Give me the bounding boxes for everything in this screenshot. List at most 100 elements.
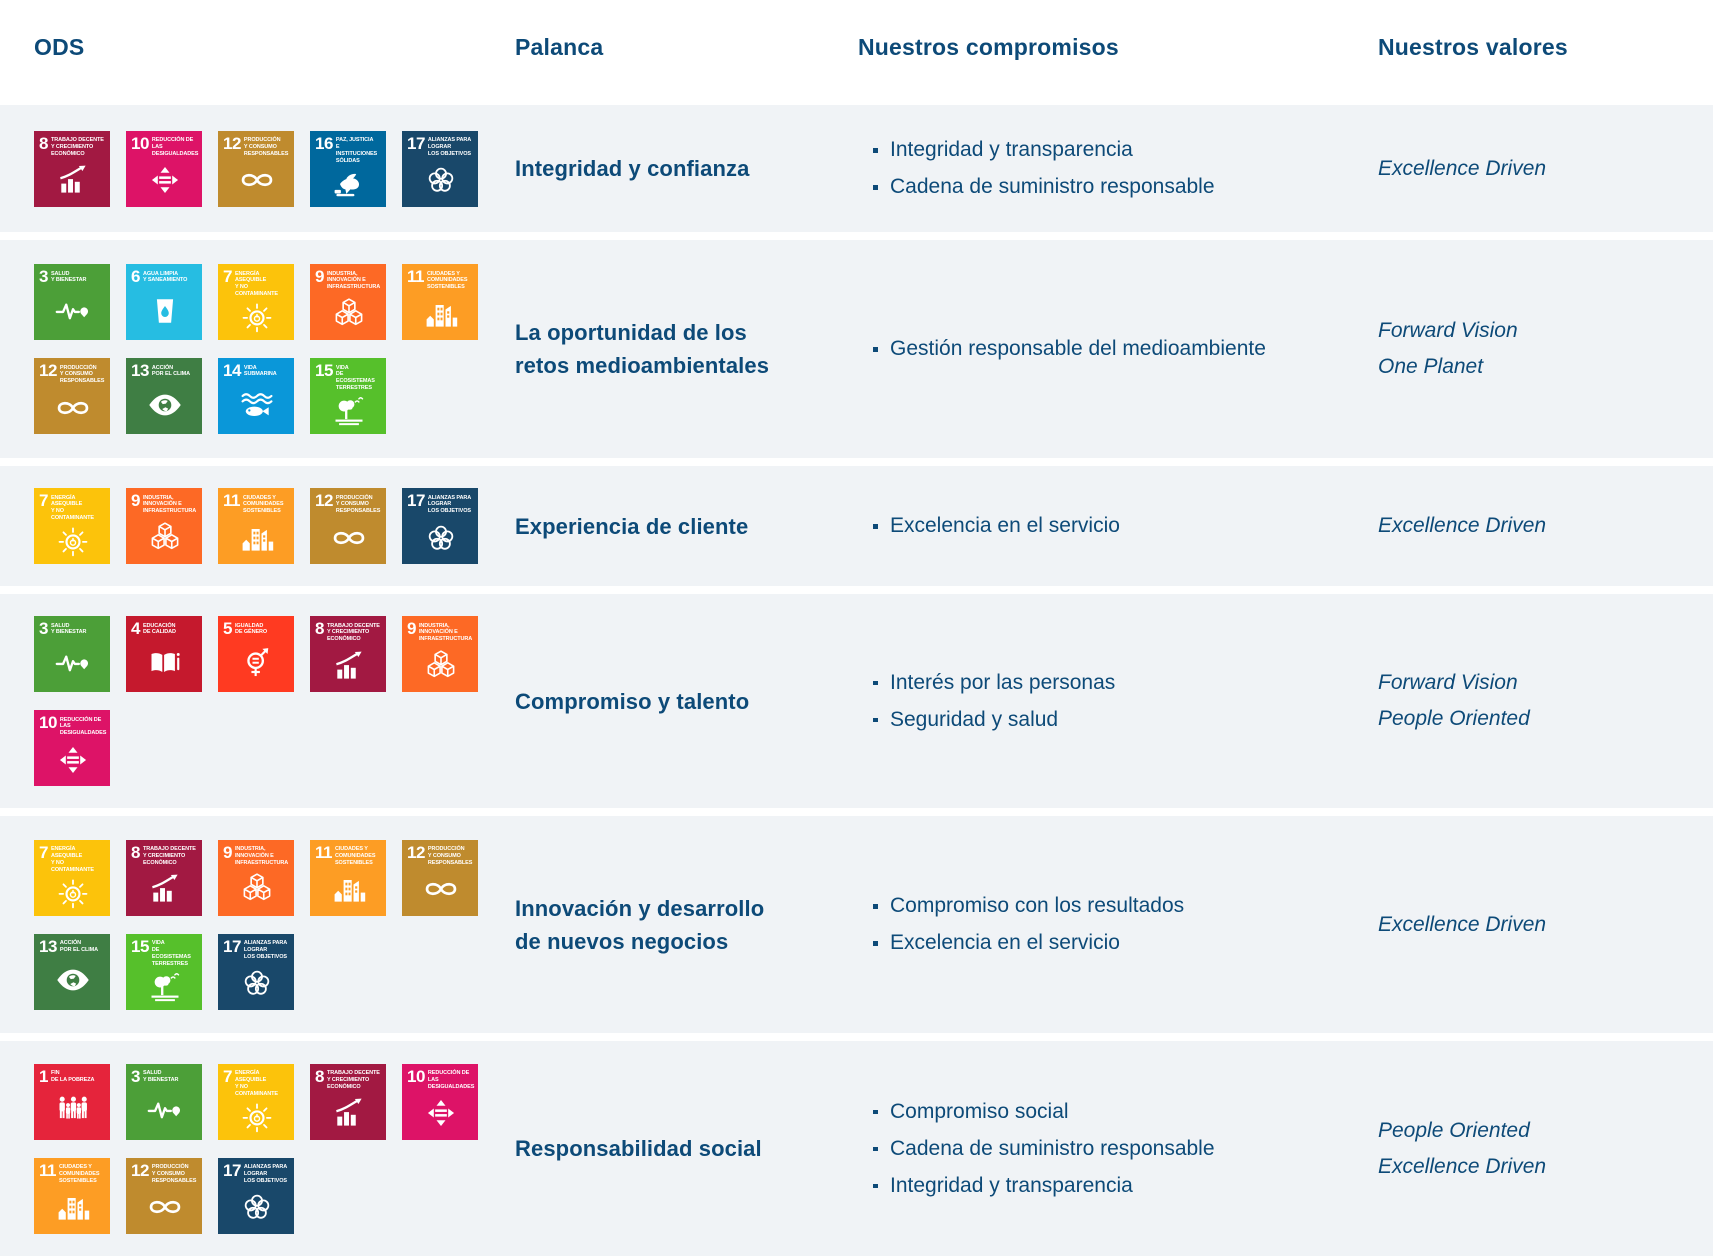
growth-chart-icon bbox=[131, 867, 198, 912]
sdg-tile-head: 5 IGUALDAD DE GÉNERO bbox=[223, 620, 290, 637]
sdg-label: PRODUCCIÓN Y CONSUMO RESPONSABLES bbox=[335, 494, 381, 515]
sdg-tile-8: 8 TRABAJO DECENTE Y CRECIMIENTO ECONÓMICO bbox=[310, 616, 386, 692]
heartbeat-icon bbox=[131, 1085, 198, 1136]
ods-cell: 3 SALUD Y BIENESTAR 4 EDUCACIÓN DE CALIDAD 5… bbox=[34, 616, 515, 786]
sdg-number: 10 bbox=[407, 1066, 425, 1086]
sdg-tile-12: 12 PRODUCCIÓN Y CONSUMO RESPONSABLES bbox=[126, 1157, 202, 1234]
compromiso-item: Compromiso social bbox=[873, 1098, 1378, 1126]
compromiso-item: Cadena de suministro responsable bbox=[873, 173, 1378, 201]
sdg-tile-9: 9 INDUSTRIA, INNOVACIÓN E INFRAESTRUCTURA bbox=[126, 488, 202, 564]
sdg-tile-6: 6 AGUA LIMPIA Y SANEAMIENTO bbox=[126, 264, 202, 340]
valor-item: Excellence Driven bbox=[1378, 514, 1547, 537]
linked-circles-icon bbox=[407, 515, 474, 560]
valores-list: Excellence Driven bbox=[1378, 155, 1713, 183]
table-row: 3 SALUD Y BIENESTAR 6 AGUA LIMPIA Y SANEAMI… bbox=[0, 240, 1713, 458]
sdg-label: INDUSTRIA, INNOVACIÓN E INFRAESTRUCTURA bbox=[234, 846, 289, 866]
sdg-tile-head: 3 SALUD Y BIENESTAR bbox=[39, 268, 106, 285]
sdg-number: 12 bbox=[223, 133, 241, 153]
sdg-tile-head: 11 CIUDADES Y COMUNIDADES SOSTENIBLES bbox=[223, 492, 290, 515]
ods-cell: 7 ENERGÍA ASEQUIBLE Y NO CONTAMINANTE 8 TRA… bbox=[34, 839, 515, 1010]
sdg-tile-head: 7 ENERGÍA ASEQUIBLE Y NO CONTAMINANTE bbox=[39, 492, 106, 522]
sdg-number: 11 bbox=[39, 1160, 56, 1180]
col-header-valores: Nuestros valores bbox=[1378, 34, 1568, 60]
sdg-label: REDUCCIÓN DE LAS DESIGUALDADES bbox=[59, 716, 107, 737]
sdg-tile-7: 7 ENERGÍA ASEQUIBLE Y NO CONTAMINANTE bbox=[218, 264, 294, 340]
sdg-tile-head: 3 SALUD Y BIENESTAR bbox=[39, 620, 106, 637]
sdg-label: INDUSTRIA, INNOVACIÓN E INFRAESTRUCTURA bbox=[326, 270, 381, 291]
sdg-tile-head: 12 PRODUCCIÓN Y CONSUMO RESPONSABLES bbox=[223, 133, 290, 158]
sdg-label: ACCIÓN POR EL CLIMA bbox=[59, 940, 99, 953]
sdg-tile-5: 5 IGUALDAD DE GÉNERO bbox=[218, 616, 294, 692]
sdg-tile-head: 8 TRABAJO DECENTE Y CRECIMIENTO ECONÓMICO bbox=[315, 619, 382, 643]
sdg-number: 15 bbox=[131, 936, 149, 956]
sun-energy-icon bbox=[223, 1098, 290, 1136]
sdg-tile-8: 8 TRABAJO DECENTE Y CRECIMIENTO ECONÓMICO bbox=[126, 839, 202, 916]
sdg-label: ENERGÍA ASEQUIBLE Y NO CONTAMINANTE bbox=[234, 270, 278, 298]
col-header-ods: ODS bbox=[34, 34, 85, 60]
open-book-icon bbox=[131, 637, 198, 688]
sdg-icon-group: 1 FIN DE LA POBREZA 3 SALUD Y BIENESTAR 7 ENE… bbox=[34, 1063, 478, 1234]
sdg-tile-head: 10 REDUCCIÓN DE LAS DESIGUALDADES bbox=[39, 714, 107, 737]
valores-cell: People Oriented Excellence Driven bbox=[1378, 1109, 1713, 1189]
sdg-tile-14: 14 VIDA SUBMARINA bbox=[218, 358, 294, 434]
sdg-label: PRODUCCIÓN Y CONSUMO RESPONSABLES bbox=[427, 846, 473, 866]
valor-item: Excellence Driven bbox=[1378, 156, 1547, 180]
sdg-tile-head: 10 REDUCCIÓN DE LAS DESIGUALDADES bbox=[407, 1066, 474, 1091]
compromisos-list: Compromiso social Cadena de suministro re… bbox=[858, 1098, 1378, 1200]
sdg-tile-1: 1 FIN DE LA POBREZA bbox=[34, 1063, 110, 1140]
sdg-tile-12: 12 PRODUCCIÓN Y CONSUMO RESPONSABLES bbox=[402, 839, 478, 916]
palanca-title: Integridad y confianza bbox=[515, 156, 750, 181]
sdg-number: 7 bbox=[223, 1066, 232, 1086]
compromisos-list: Compromiso con los resultados Excelencia … bbox=[858, 892, 1378, 957]
sdg-tile-head: 7 ENERGÍA ASEQUIBLE Y NO CONTAMINANTE bbox=[39, 843, 106, 874]
sdg-tile-11: 11 CIUDADES Y COMUNIDADES SOSTENIBLES bbox=[34, 1157, 110, 1234]
sdg-label: IGUALDAD DE GÉNERO bbox=[234, 622, 268, 636]
city-skyline-icon bbox=[315, 867, 382, 912]
sdg-label: VIDA SUBMARINA bbox=[243, 364, 277, 378]
valor-item: Excellence Driven bbox=[1378, 912, 1547, 936]
sdg-number: 8 bbox=[131, 842, 140, 862]
compromisos-list: Interés por las personas Seguridad y salu… bbox=[858, 669, 1378, 734]
sdg-label: VIDA DE ECOSISTEMAS TERRESTRES bbox=[335, 364, 375, 392]
city-skyline-icon bbox=[39, 1185, 106, 1230]
sdg-number: 11 bbox=[315, 842, 332, 862]
sdg-label: INDUSTRIA, INNOVACIÓN E INFRAESTRUCTURA bbox=[418, 622, 473, 643]
growth-chart-icon bbox=[39, 158, 106, 203]
sdg-label: INDUSTRIA, INNOVACIÓN E INFRAESTRUCTURA bbox=[142, 494, 197, 515]
sdg-tile-17: 17 ALIANZAS PARA LOGRAR LOS OBJETIVOS bbox=[402, 130, 478, 207]
equality-arrows-icon bbox=[131, 158, 198, 203]
sdg-tile-13: 13 ACCIÓN POR EL CLIMA bbox=[34, 933, 110, 1010]
valores-list: Forward Vision People Oriented bbox=[1378, 669, 1713, 733]
sdg-tile-head: 12 PRODUCCIÓN Y CONSUMO RESPONSABLES bbox=[315, 492, 382, 515]
sdg-tile-7: 7 ENERGÍA ASEQUIBLE Y NO CONTAMINANTE bbox=[34, 488, 110, 564]
sun-energy-icon bbox=[39, 522, 106, 560]
sdg-number: 8 bbox=[315, 619, 324, 638]
sdg-tile-head: 8 TRABAJO DECENTE Y CRECIMIENTO ECONÓMICO bbox=[39, 134, 106, 158]
palanca-cell: La oportunidad de los retos medioambient… bbox=[515, 316, 858, 382]
sdg-number: 17 bbox=[223, 1160, 241, 1180]
sdg-tile-15: 15 VIDA DE ECOSISTEMAS TERRESTRES bbox=[126, 933, 202, 1010]
sdg-tile-head: 11 CIUDADES Y COMUNIDADES SOSTENIBLES bbox=[407, 268, 474, 291]
sdg-label: CIUDADES Y COMUNIDADES SOSTENIBLES bbox=[58, 1164, 100, 1184]
sdg-tile-head: 17 ALIANZAS PARA LOGRAR LOS OBJETIVOS bbox=[223, 937, 290, 961]
sdg-tile-8: 8 TRABAJO DECENTE Y CRECIMIENTO ECONÓMICO bbox=[310, 1063, 386, 1140]
sdg-number: 9 bbox=[223, 842, 232, 862]
sdg-label: EDUCACIÓN DE CALIDAD bbox=[142, 622, 176, 636]
palanca-cell: Experiencia de cliente bbox=[515, 510, 858, 543]
sun-energy-icon bbox=[223, 298, 290, 336]
sdg-tile-8: 8 TRABAJO DECENTE Y CRECIMIENTO ECONÓMICO bbox=[34, 130, 110, 207]
sdg-tile-head: 9 INDUSTRIA, INNOVACIÓN E INFRAESTRUCTURA bbox=[315, 268, 382, 291]
sdg-tile-17: 17 ALIANZAS PARA LOGRAR LOS OBJETIVOS bbox=[218, 933, 294, 1010]
palanca-title: Compromiso y talento bbox=[515, 688, 750, 714]
sdg-number: 13 bbox=[39, 936, 57, 956]
sdg-label: ALIANZAS PARA LOGRAR LOS OBJETIVOS bbox=[243, 940, 288, 960]
ods-cell: 3 SALUD Y BIENESTAR 6 AGUA LIMPIA Y SANEAMI… bbox=[34, 264, 515, 434]
sdg-tile-head: 17 ALIANZAS PARA LOGRAR LOS OBJETIVOS bbox=[407, 134, 474, 158]
cubes-icon bbox=[407, 643, 474, 688]
compromisos-list: Integridad y transparencia Cadena de sumi… bbox=[858, 136, 1378, 201]
palanca-cell: Innovación y desarrollo de nuevos negoci… bbox=[515, 892, 858, 958]
sdg-tile-head: 16 PAZ, JUSTICIA E INSTITUCIONES SÓLIDAS bbox=[315, 134, 382, 165]
sdg-tile-head: 7 ENERGÍA ASEQUIBLE Y NO CONTAMINANTE bbox=[223, 268, 290, 298]
sdg-tile-head: 12 PRODUCCIÓN Y CONSUMO RESPONSABLES bbox=[131, 1161, 198, 1185]
compromisos-cell: Interés por las personas Seguridad y salu… bbox=[858, 660, 1378, 743]
